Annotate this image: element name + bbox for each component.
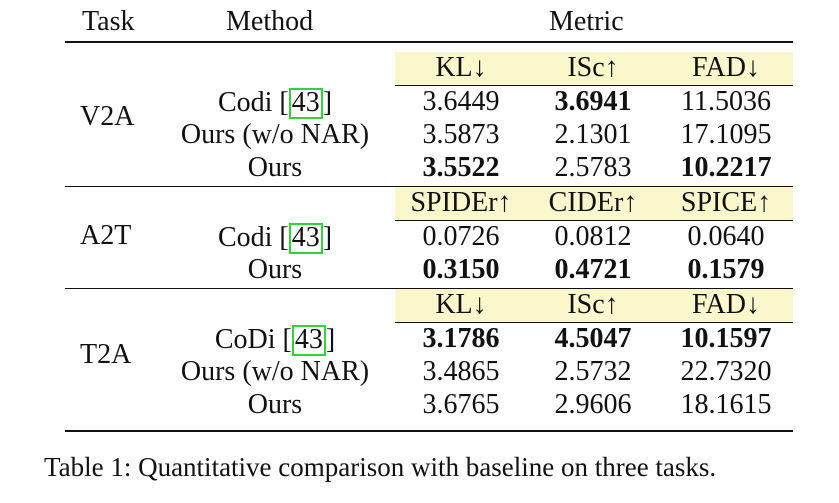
method-cell: Codi [43] — [130, 88, 420, 119]
method-label: Ours (w/o NAR) — [180, 356, 370, 387]
citation-link[interactable]: 43 — [288, 223, 323, 254]
value-cell: 18.1615 — [680, 389, 772, 420]
value-cell: 3.6765 — [422, 389, 500, 420]
value-cell: 0.0726 — [422, 221, 500, 252]
value-cell: 22.7320 — [680, 356, 772, 387]
table-caption: Table 1: Quantitative comparison with ba… — [44, 452, 717, 482]
header-task: Task — [82, 6, 135, 37]
task-label: A2T — [80, 220, 132, 251]
metric-header-kl: KL↓ — [435, 52, 487, 83]
value-cell: 2.5732 — [554, 356, 632, 387]
value-cell: 11.5036 — [681, 86, 771, 117]
metric-band-a2t — [395, 187, 793, 220]
method-label: Codi — [217, 87, 273, 118]
subheader-rule — [395, 322, 793, 323]
value-cell: 2.1301 — [554, 119, 632, 150]
header-method: Method — [226, 6, 314, 37]
citation-link[interactable]: 43 — [288, 88, 323, 119]
task-label: T2A — [80, 339, 132, 370]
header-metric: Metric — [549, 6, 624, 37]
citation-link[interactable]: 43 — [291, 325, 326, 356]
method-label: Ours — [247, 254, 303, 285]
method-label: Ours — [247, 389, 303, 420]
value-cell: 2.9606 — [554, 389, 632, 420]
metric-header-spice: SPICE↑ — [680, 187, 772, 218]
metric-band-t2a — [395, 289, 793, 322]
value-cell-best: 0.1579 — [687, 254, 765, 285]
metric-header-fad: FAD↓ — [692, 289, 760, 320]
value-cell-best: 0.3150 — [422, 254, 500, 285]
value-cell: 0.0640 — [687, 221, 765, 252]
metric-header-fad: FAD↓ — [692, 52, 760, 83]
value-cell-best: 0.4721 — [554, 254, 632, 285]
section-rule — [65, 186, 793, 187]
value-cell-best: 4.5047 — [554, 323, 632, 354]
section-rule — [65, 288, 793, 289]
method-cell: CoDi [43] — [130, 325, 420, 356]
metric-band-v2a — [395, 52, 793, 85]
metric-header-spider: SPIDEr↑ — [410, 187, 512, 218]
method-label: CoDi — [214, 324, 276, 355]
metric-header-isc: ISc↑ — [567, 52, 619, 83]
value-cell: 3.4865 — [422, 356, 500, 387]
value-cell-best: 3.1786 — [422, 323, 500, 354]
value-cell: 2.5783 — [554, 152, 632, 183]
method-label: Ours (w/o NAR) — [180, 119, 370, 150]
value-cell-best: 3.6941 — [554, 86, 632, 117]
citation-bracket: [43] — [279, 222, 333, 254]
value-cell-best: 10.2217 — [680, 152, 772, 183]
top-rule — [65, 41, 793, 43]
subheader-rule — [395, 220, 793, 221]
method-cell: Codi [43] — [130, 223, 420, 254]
value-cell: 0.0812 — [554, 221, 632, 252]
citation-bracket: [43] — [282, 324, 336, 356]
metric-header-cider: CIDEr↑ — [548, 187, 638, 218]
method-label: Ours — [247, 152, 303, 183]
bottom-rule — [65, 430, 793, 432]
value-cell-best: 3.5522 — [422, 152, 500, 183]
value-cell-best: 10.1597 — [680, 323, 772, 354]
method-label: Codi — [217, 222, 273, 253]
value-cell: 3.6449 — [422, 86, 500, 117]
value-cell: 17.1095 — [680, 119, 772, 150]
task-label: V2A — [80, 101, 135, 132]
subheader-rule — [395, 85, 793, 86]
value-cell: 3.5873 — [422, 119, 500, 150]
metric-header-isc: ISc↑ — [567, 289, 619, 320]
metric-header-kl: KL↓ — [435, 289, 487, 320]
citation-bracket: [43] — [279, 87, 333, 119]
